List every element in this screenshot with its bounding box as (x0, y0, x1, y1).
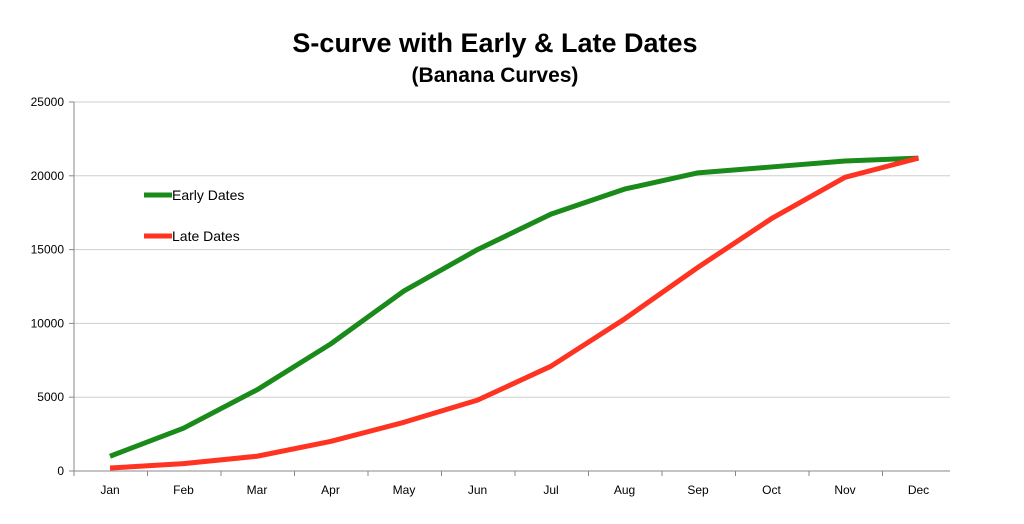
x-tick-labels: Jan Feb Mar Apr May Jun Jul Aug Sep Oct Nov Dec (100, 483, 929, 497)
x-tick-label: Aug (614, 483, 635, 497)
x-tick-label: Jul (543, 483, 558, 497)
x-tick-label: Nov (834, 483, 855, 497)
x-tick-label: Jun (468, 483, 487, 497)
chart-title: S-curve with Early & Late Dates (292, 28, 698, 58)
x-tick-label: Dec (908, 483, 929, 497)
x-tick-label: Sep (687, 483, 709, 497)
x-tick-label: May (393, 483, 416, 497)
y-tick-label: 10000 (31, 316, 65, 330)
x-tick-label: Mar (247, 483, 268, 497)
legend-label: Late Dates (172, 228, 240, 244)
y-tick-label: 25000 (31, 95, 65, 109)
x-tick-label: Oct (762, 483, 781, 497)
late-dates-line (109, 155, 920, 471)
y-tick-label: 20000 (31, 169, 65, 183)
x-tick-label: Feb (173, 483, 194, 497)
series-lines (109, 155, 920, 471)
x-tick-label: Apr (321, 483, 340, 497)
gridlines (74, 101, 950, 398)
y-tick-labels: 0 5000 10000 15000 20000 25000 (31, 95, 65, 478)
y-tick-label: 5000 (37, 390, 64, 404)
y-tick-label: 15000 (31, 243, 65, 257)
x-tick-label: Jan (100, 483, 119, 497)
axes (69, 101, 950, 476)
y-tick-label: 0 (57, 464, 64, 478)
early-dates-line (109, 155, 919, 459)
chart-subtitle: (Banana Curves) (411, 64, 579, 87)
legend-label: Early Dates (172, 187, 244, 203)
legend: Early Dates Late Dates (144, 187, 244, 244)
